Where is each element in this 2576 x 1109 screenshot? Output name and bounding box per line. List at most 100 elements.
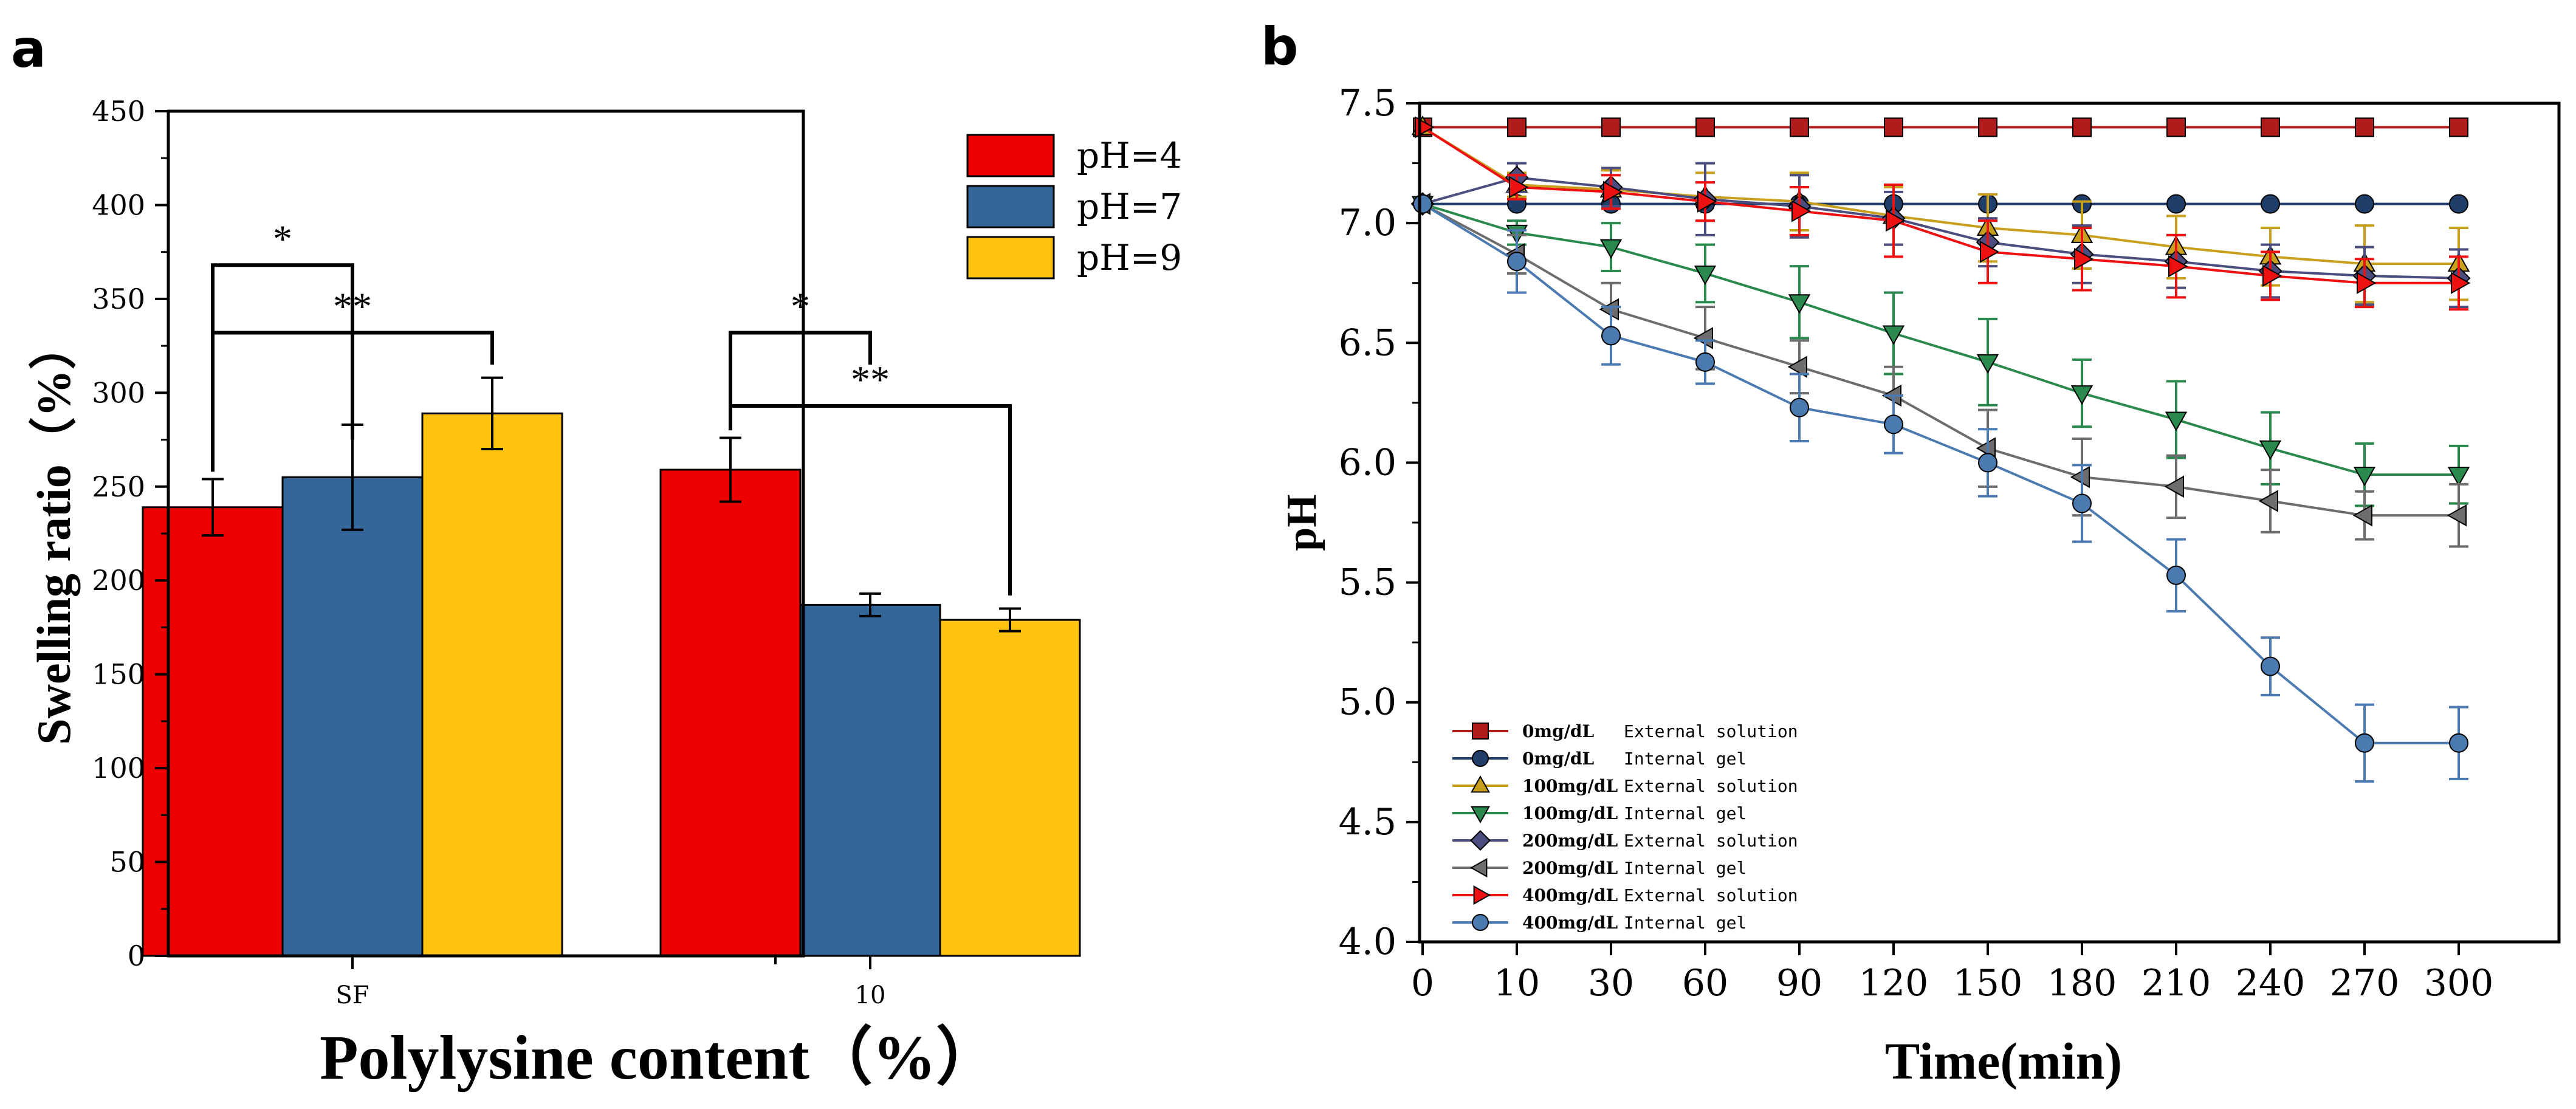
data-point bbox=[1599, 239, 1623, 259]
significance-bracket bbox=[729, 403, 1012, 596]
series-line bbox=[1422, 202, 2459, 476]
data-point bbox=[1507, 117, 1527, 137]
data-point bbox=[1882, 325, 1905, 345]
data-point bbox=[1884, 117, 1903, 137]
ph-time-line-chart: 0 10 30 60 90 120 150 180 210 240 270 300 4.0 4.5 5.0 5… bbox=[1279, 82, 2561, 1090]
data-point bbox=[2261, 117, 2280, 137]
legend-description: Internal gel bbox=[1624, 803, 1747, 823]
legend-label-pH=7: pH=7 bbox=[1077, 186, 1182, 227]
legend-marker bbox=[1469, 829, 1491, 851]
error-bar-layer bbox=[202, 376, 1021, 633]
legend-description: Internal gel bbox=[1624, 913, 1747, 933]
significance-layer: *** *** bbox=[211, 217, 1012, 596]
legend-concentration: 400mg/dL bbox=[1522, 913, 1618, 933]
significance-label: ** bbox=[851, 358, 890, 401]
legend-description: External solution bbox=[1624, 721, 1798, 741]
data-point bbox=[2072, 117, 2092, 137]
x-tick-label-a: 10 bbox=[855, 981, 886, 1009]
legend-swatch-pH=9 bbox=[966, 236, 1055, 280]
data-point bbox=[1695, 117, 1715, 137]
bar-10-pH=7 bbox=[799, 603, 941, 957]
data-point bbox=[1507, 252, 1527, 272]
data-point bbox=[2166, 194, 2186, 214]
x-axis-label-a: Polylysine content（%） bbox=[320, 1023, 999, 1093]
y-tick-label-a: 450 bbox=[92, 95, 145, 128]
significance-label: ** bbox=[333, 284, 372, 328]
y-tick-label-b: 6.5 bbox=[1339, 321, 1396, 364]
legend-description: External solution bbox=[1624, 776, 1798, 796]
series-line bbox=[1421, 202, 2459, 744]
series-0mg/dL-Internal gel bbox=[1413, 194, 2468, 214]
data-point bbox=[2355, 194, 2374, 214]
data-point bbox=[2070, 385, 2093, 405]
y-axis-label-b: pH bbox=[1279, 494, 1325, 551]
data-point bbox=[1509, 176, 1529, 199]
legend-marker bbox=[1472, 914, 1489, 931]
data-point bbox=[2447, 467, 2470, 487]
series-line bbox=[1421, 126, 2459, 266]
data-point bbox=[1791, 200, 1812, 222]
data-point bbox=[2447, 504, 2467, 527]
data-point bbox=[1790, 117, 1809, 137]
legend-marker bbox=[1472, 750, 1489, 767]
series-100mg/dL-External solution bbox=[1411, 115, 2470, 304]
x-tick-label-b: 0 bbox=[1411, 962, 1434, 1004]
legend-marker bbox=[1470, 775, 1491, 793]
legend-label-pH=9: pH=9 bbox=[1077, 237, 1182, 278]
data-point bbox=[2168, 255, 2188, 278]
x-tick-label-b: 120 bbox=[1859, 962, 1929, 1004]
legend-a: pH=4 pH=7 pH=9 bbox=[966, 134, 1182, 280]
legend-concentration: 200mg/dL bbox=[1522, 831, 1618, 851]
bar-10-pH=4 bbox=[659, 469, 802, 957]
data-point bbox=[2262, 264, 2282, 287]
series-layer bbox=[1410, 115, 2471, 783]
data-point bbox=[2166, 565, 2186, 585]
x-tick-label-b: 30 bbox=[1588, 962, 1634, 1004]
y-tick-label-a: 250 bbox=[92, 470, 145, 503]
data-point bbox=[2258, 490, 2278, 512]
panel-b-letter: b bbox=[1261, 16, 1299, 77]
legend-marker bbox=[1470, 806, 1491, 823]
series-400mg/dL-External solution bbox=[1415, 116, 2471, 311]
data-point bbox=[1884, 414, 1903, 434]
x-tick-label-b: 150 bbox=[1953, 962, 2023, 1004]
y-tick-label-b: 7.5 bbox=[1339, 82, 1396, 125]
legend-marker bbox=[1470, 857, 1488, 878]
data-point bbox=[1694, 265, 1717, 286]
legend-concentration: 0mg/dL bbox=[1522, 749, 1594, 769]
data-point bbox=[1695, 352, 1715, 372]
data-point bbox=[1788, 294, 1811, 314]
data-point bbox=[1790, 397, 1809, 417]
data-point bbox=[2357, 272, 2377, 294]
legend-b: 0mg/dL External solution 0mg/dL Internal ge… bbox=[1452, 721, 1798, 933]
legend-swatch-pH=7 bbox=[966, 185, 1055, 228]
x-tick-label-b: 210 bbox=[2142, 962, 2211, 1004]
y-tick-label-a: 0 bbox=[128, 939, 145, 972]
x-tick-label-b: 300 bbox=[2424, 962, 2494, 1004]
data-point bbox=[2165, 411, 2188, 431]
y-tick-label-a: 350 bbox=[92, 283, 145, 315]
data-point bbox=[2072, 493, 2092, 513]
x-tick-label-b: 90 bbox=[1776, 962, 1822, 1004]
data-point bbox=[1693, 327, 1713, 349]
y-tick-label-a: 300 bbox=[92, 376, 145, 409]
x-tick-label-a: SF bbox=[335, 981, 369, 1009]
significance-label: * bbox=[273, 217, 292, 260]
series-200mg/dL-Internal gel bbox=[1410, 193, 2468, 548]
y-tick-label-b: 6.0 bbox=[1339, 441, 1396, 484]
data-point bbox=[2449, 117, 2468, 137]
x-tick-label-b: 10 bbox=[1494, 962, 1540, 1004]
significance-bracket bbox=[211, 331, 494, 472]
bar-SF-pH=9 bbox=[421, 412, 563, 957]
legend-concentration: 100mg/dL bbox=[1522, 776, 1618, 796]
panel-a-letter: a bbox=[11, 19, 46, 80]
bar-SF-pH=7 bbox=[281, 476, 424, 957]
y-tick-label-a: 150 bbox=[92, 658, 145, 691]
bar-layer bbox=[142, 412, 1081, 957]
x-axis-label-b: Time(min) bbox=[1885, 1032, 2122, 1090]
series-line bbox=[1422, 176, 2459, 280]
data-point bbox=[2259, 440, 2282, 461]
data-point bbox=[1413, 194, 1432, 214]
y-tick-label-b: 4.5 bbox=[1339, 801, 1396, 843]
